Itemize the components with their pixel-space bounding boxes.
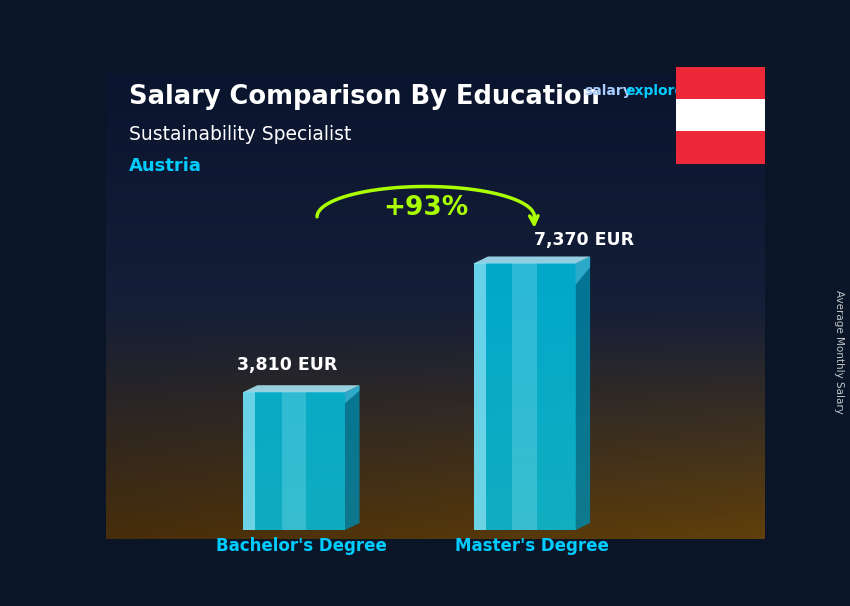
- Text: 3,810 EUR: 3,810 EUR: [237, 356, 337, 373]
- Text: explorer: explorer: [626, 84, 691, 98]
- Text: Salary Comparison By Education: Salary Comparison By Education: [129, 84, 600, 110]
- Polygon shape: [281, 392, 306, 530]
- Text: Austria: Austria: [129, 157, 202, 175]
- Polygon shape: [575, 256, 590, 530]
- Polygon shape: [345, 385, 360, 403]
- Polygon shape: [243, 392, 255, 530]
- Text: Master's Degree: Master's Degree: [455, 537, 609, 555]
- Polygon shape: [473, 256, 590, 264]
- Polygon shape: [513, 264, 537, 530]
- Polygon shape: [243, 392, 345, 530]
- Polygon shape: [345, 385, 360, 530]
- Bar: [676, 132, 765, 164]
- Bar: [676, 99, 765, 132]
- Bar: [676, 67, 765, 99]
- Polygon shape: [243, 385, 360, 392]
- Text: Average Monthly Salary: Average Monthly Salary: [834, 290, 844, 413]
- Polygon shape: [473, 264, 575, 530]
- Polygon shape: [473, 264, 485, 530]
- Text: salary: salary: [584, 84, 632, 98]
- Text: +93%: +93%: [383, 195, 468, 221]
- Text: .com: .com: [675, 84, 712, 98]
- Text: Sustainability Specialist: Sustainability Specialist: [129, 125, 352, 144]
- Text: 7,370 EUR: 7,370 EUR: [534, 231, 634, 250]
- Polygon shape: [575, 256, 590, 285]
- Text: Bachelor's Degree: Bachelor's Degree: [216, 537, 387, 555]
